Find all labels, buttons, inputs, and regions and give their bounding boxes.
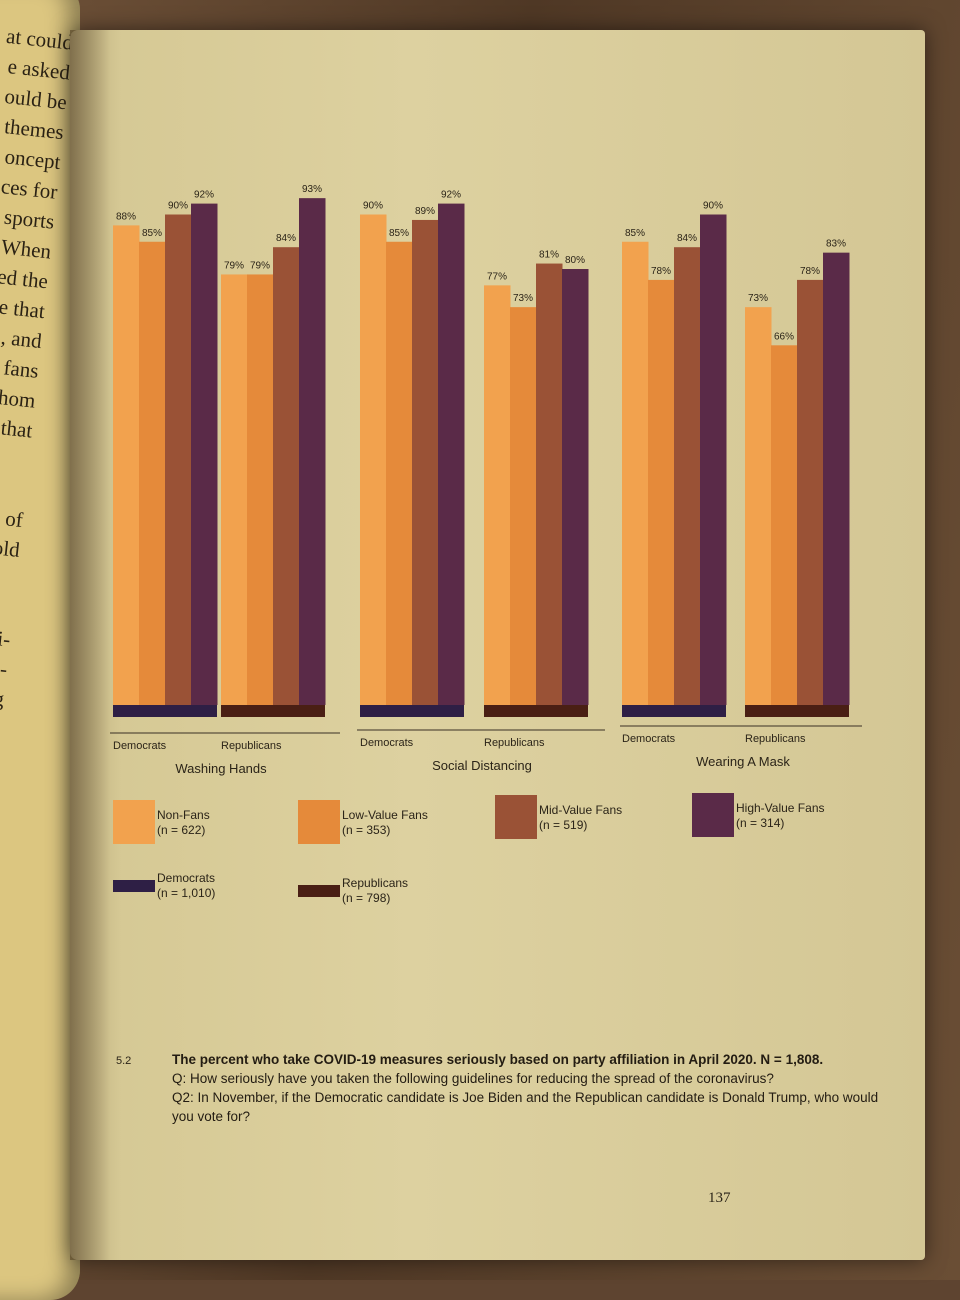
bar [191,203,218,705]
subgroup-label: Democrats [360,737,414,749]
bar [823,252,850,705]
bar [797,279,824,705]
bar [745,307,772,705]
data-label: 80% [565,255,585,266]
data-label: 88% [116,211,136,222]
bar [165,214,192,705]
data-label: 77% [487,271,507,282]
data-label: 83% [826,239,846,250]
bar [510,307,537,705]
bar [771,345,798,705]
data-label: 85% [389,228,409,239]
subgroup-label: Democrats [113,740,167,752]
data-label: 78% [651,266,671,277]
legend-count: (n = 1,010) [157,886,216,900]
bar [247,274,274,705]
legend-count: (n = 314) [736,816,785,830]
category-label: Washing Hands [175,761,267,776]
party-strip [745,705,849,717]
caption-title: The percent who take COVID-19 measures s… [172,1052,824,1067]
subgroup-label: Democrats [622,733,676,745]
data-label: 81% [539,250,559,261]
bar [139,241,166,705]
legend-swatch [298,885,340,897]
legend-label: High-Value Fans [736,801,825,815]
data-label: 90% [703,201,723,212]
figure-caption: The percent who take COVID-19 measures s… [172,1050,887,1126]
party-strip [622,705,726,717]
bar [412,219,439,705]
bar [648,279,675,705]
legend-label: Low-Value Fans [342,808,428,822]
page-number: 137 [708,1190,731,1206]
data-label: 73% [513,293,533,304]
left-page: at could e asked ould be themes oncept ces fo… [0,0,80,1300]
caption-question-2: Q2: In November, if the Democratic candi… [172,1090,879,1124]
legend-label: Republicans [342,876,409,890]
bar [386,241,413,705]
bar [360,214,387,705]
subgroup-label: Republicans [484,737,545,749]
data-label: 90% [168,201,188,212]
category-label: Social Distancing [432,758,532,773]
legend-swatch [298,800,340,844]
bar [113,225,140,705]
data-label: 92% [441,190,461,201]
data-label: 89% [415,206,435,217]
legend-swatch [495,795,537,839]
legend-swatch [113,880,155,892]
party-strip [113,705,217,717]
legend-count: (n = 353) [342,823,391,837]
data-label: 93% [302,184,322,195]
data-label: 79% [224,260,244,271]
data-label: 85% [142,228,162,239]
data-label: 90% [363,201,383,212]
legend-swatch [692,793,734,837]
data-label: 73% [748,293,768,304]
party-strip [221,705,325,717]
legend-count: (n = 519) [539,818,588,832]
data-label: 84% [677,233,697,244]
data-label: 85% [625,228,645,239]
data-label: 66% [774,331,794,342]
bar [622,241,649,705]
bar [438,203,465,705]
subgroup-label: Republicans [745,733,806,745]
legend-swatch [113,800,155,844]
bar [299,198,326,705]
bar [221,274,248,705]
caption-question-1: Q: How seriously have you taken the foll… [172,1071,774,1086]
party-strip [484,705,588,717]
bar [562,269,589,705]
bar [536,263,563,705]
data-label: 92% [194,190,214,201]
bar [273,247,300,705]
figure-number: 5.2 [116,1055,132,1067]
legend-count: (n = 622) [157,823,206,837]
party-strip [360,705,464,717]
subgroup-label: Republicans [221,740,282,752]
legend-label: Democrats [157,871,216,885]
legend-label: Mid-Value Fans [539,803,623,817]
data-label: 79% [250,260,270,271]
bar [484,285,511,705]
data-label: 78% [800,266,820,277]
legend-count: (n = 798) [342,891,391,905]
data-label: 84% [276,233,296,244]
category-label: Wearing A Mask [696,754,790,769]
bar [674,247,701,705]
bar [700,214,727,705]
legend-label: Non-Fans [157,808,210,822]
